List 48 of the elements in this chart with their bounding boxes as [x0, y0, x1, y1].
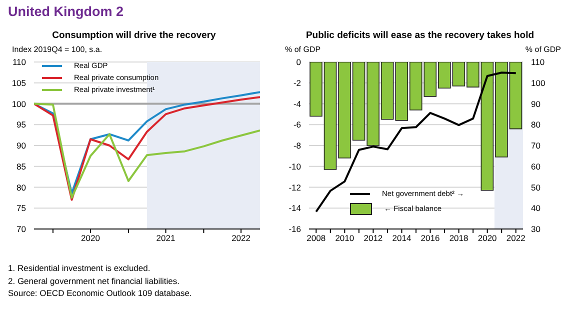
y-tick-label: -8 — [293, 140, 302, 151]
x-tick-label: 2014 — [392, 233, 412, 244]
text: United Kingdom 2 — [8, 4, 124, 19]
y-tick-label: -14 — [288, 203, 302, 214]
x-tick-label: 2020 — [478, 233, 498, 244]
y-tick-label: -12 — [288, 182, 302, 192]
chart-title: Consumption will drive the recovery — [51, 30, 217, 41]
y2-tick-label: 100 — [531, 78, 546, 88]
x-tick-label: 2020 — [81, 233, 100, 244]
y2-tick-label: 40 — [531, 203, 541, 214]
y2-tick-label: 30 — [531, 224, 541, 234]
y-tick-label: -10 — [288, 161, 302, 172]
y-tick-label: 100 — [12, 98, 26, 109]
y-tick-label: -16 — [288, 224, 302, 234]
text: 1. Residential investment is excluded. — [8, 262, 152, 274]
x-tick-label: 2012 — [364, 233, 383, 244]
x-tick-label: 2008 — [306, 233, 326, 244]
x-tick-label: 2022 — [232, 233, 251, 244]
y-axis-title: % of GDP — [285, 45, 321, 54]
y2-tick-label: 70 — [531, 140, 541, 151]
line-series — [315, 72, 517, 213]
y-tick-label: -2 — [293, 78, 302, 88]
y-tick-label: 70 — [16, 224, 26, 234]
y2-tick-label: 90 — [531, 98, 541, 109]
y2-tick-label: 60 — [531, 161, 541, 172]
chart-title: Public deficits will ease as the recovery takes hold — [304, 30, 536, 41]
y-tick-label: -6 — [293, 120, 302, 130]
x-tick-label: 2021 — [156, 233, 176, 244]
y-tick-label: 85 — [16, 161, 26, 172]
y2-tick-label: 110 — [531, 57, 545, 68]
x-tick-label: 2018 — [449, 233, 469, 244]
y-tick-label: 105 — [12, 78, 26, 88]
y2-tick-label: 50 — [531, 182, 541, 192]
y-tick-label: 90 — [16, 140, 26, 151]
y-tick-label: -4 — [293, 98, 302, 109]
y-tick-label: 110 — [12, 57, 26, 68]
y-tick-label: 95 — [16, 120, 26, 130]
text: 2. General government net financial liabilities. — [8, 274, 181, 287]
y-tick-label: 80 — [16, 182, 26, 192]
y-tick-label: 0 — [296, 57, 302, 68]
y2-tick-label: 80 — [531, 120, 541, 130]
source-note: Source: OECD Economic Outlook 109 database. — [8, 287, 192, 300]
y-axis-title: Index 2019Q4 = 100, s.a. — [12, 45, 102, 54]
x-tick-label: 2022 — [506, 233, 526, 244]
x-tick-label: 2010 — [335, 233, 354, 244]
y2-axis-title: % of GDP — [525, 45, 561, 54]
x-tick-label: 2016 — [420, 233, 440, 244]
y-tick-label: 75 — [16, 203, 26, 214]
